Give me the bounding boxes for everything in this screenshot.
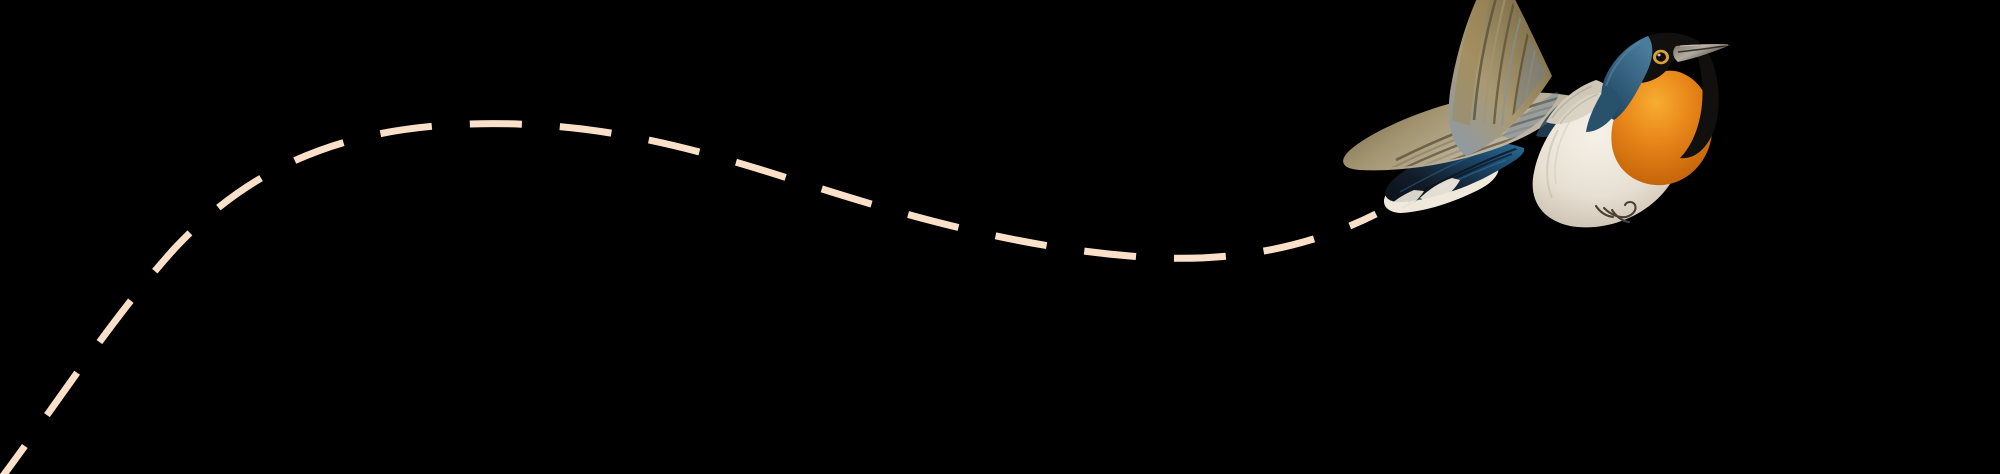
bird-beak — [1673, 44, 1731, 62]
bird-feet — [1594, 200, 1637, 224]
tail-dark-feathers — [1385, 142, 1525, 203]
bird-upper-wing — [1448, 0, 1552, 156]
crown-highlight — [1605, 41, 1641, 87]
belly-contour — [1546, 129, 1559, 199]
bird-head — [1586, 32, 1731, 186]
bird-eye — [1653, 49, 1669, 65]
nape — [1586, 86, 1620, 132]
scapular-feathers — [1546, 80, 1608, 125]
